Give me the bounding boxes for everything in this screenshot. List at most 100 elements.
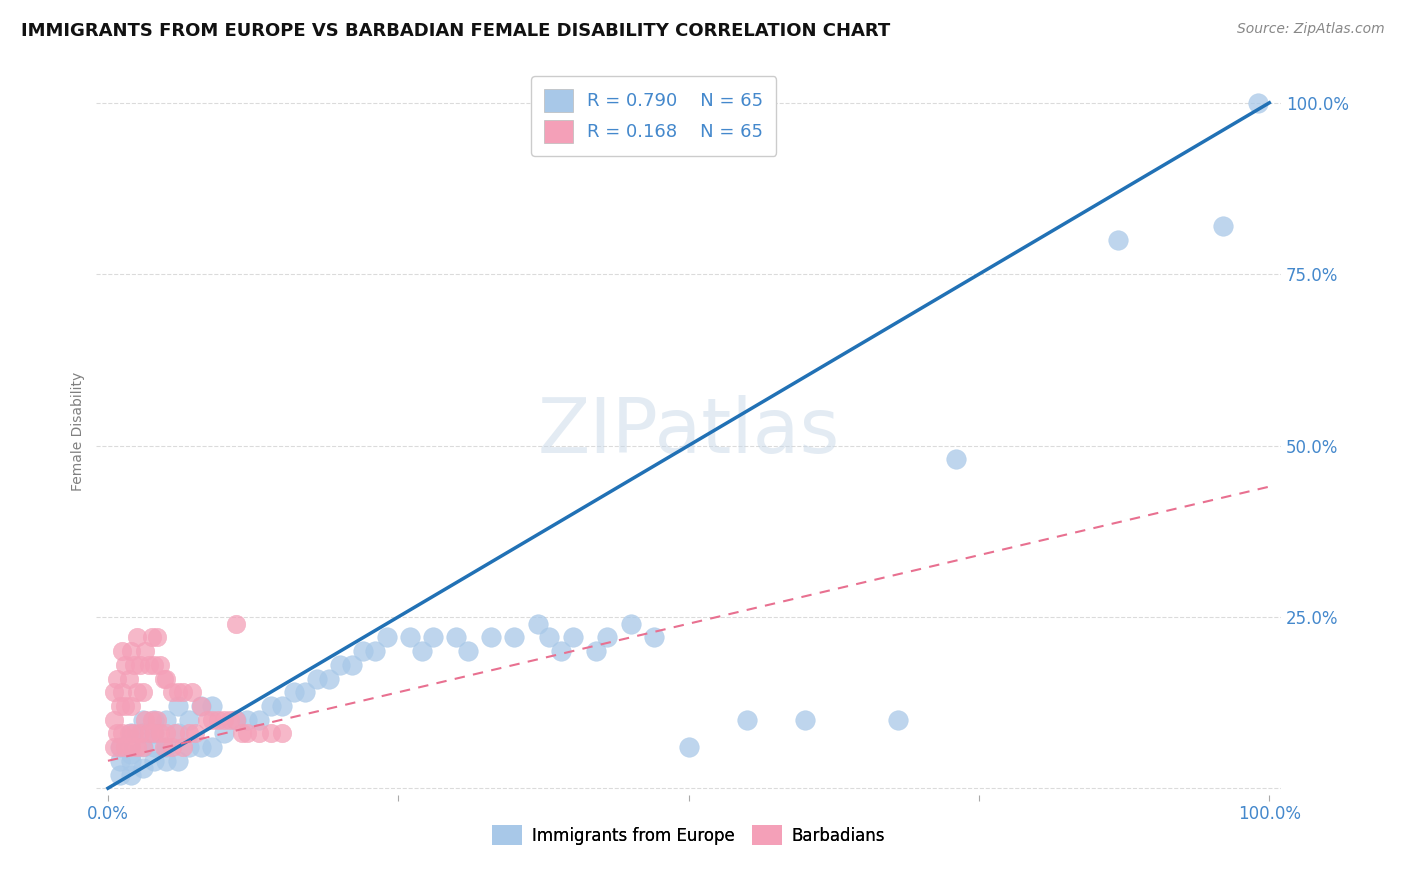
Point xyxy=(219,713,242,727)
Point xyxy=(247,713,270,727)
Point xyxy=(132,713,155,727)
Point xyxy=(114,657,136,672)
Point xyxy=(108,740,131,755)
Point xyxy=(236,726,259,740)
Y-axis label: Female Disability: Female Disability xyxy=(72,372,86,491)
Point xyxy=(201,740,224,755)
Point xyxy=(1212,219,1234,234)
Point xyxy=(259,698,281,713)
Point xyxy=(122,657,145,672)
Point xyxy=(179,713,201,727)
Point xyxy=(120,726,142,740)
Point xyxy=(134,713,156,727)
Point xyxy=(141,713,163,727)
Point xyxy=(526,616,548,631)
Point xyxy=(145,713,167,727)
Point xyxy=(271,726,294,740)
Point xyxy=(596,631,619,645)
Text: ZIPatlas: ZIPatlas xyxy=(537,395,839,469)
Point xyxy=(125,685,148,699)
Point xyxy=(179,740,201,755)
Point xyxy=(120,747,142,761)
Point xyxy=(375,631,398,645)
Point xyxy=(305,672,328,686)
Point xyxy=(247,726,270,740)
Point xyxy=(132,740,155,755)
Point xyxy=(184,726,207,740)
Point xyxy=(132,740,155,755)
Point xyxy=(160,740,183,755)
Point xyxy=(103,685,125,699)
Point xyxy=(108,740,131,755)
Point xyxy=(118,672,141,686)
Point xyxy=(446,631,468,645)
Point xyxy=(149,657,172,672)
Point xyxy=(1247,95,1270,110)
Point xyxy=(364,644,387,658)
Point xyxy=(155,672,177,686)
Point xyxy=(108,698,131,713)
Point xyxy=(190,740,212,755)
Point xyxy=(120,698,142,713)
Point xyxy=(149,726,172,740)
Point xyxy=(125,631,148,645)
Point xyxy=(318,672,340,686)
Point xyxy=(138,657,160,672)
Point xyxy=(329,657,352,672)
Point xyxy=(585,644,607,658)
Point xyxy=(166,685,188,699)
Point xyxy=(457,644,479,658)
Text: IMMIGRANTS FROM EUROPE VS BARBADIAN FEMALE DISABILITY CORRELATION CHART: IMMIGRANTS FROM EUROPE VS BARBADIAN FEMA… xyxy=(21,22,890,40)
Point xyxy=(120,754,142,768)
Point xyxy=(538,631,561,645)
Point xyxy=(353,644,375,658)
Point xyxy=(236,713,259,727)
Point xyxy=(143,657,166,672)
Point xyxy=(283,685,305,699)
Point xyxy=(550,644,572,658)
Point xyxy=(166,726,188,740)
Point xyxy=(561,631,583,645)
Point xyxy=(132,726,155,740)
Point xyxy=(155,726,177,740)
Point xyxy=(225,616,247,631)
Point xyxy=(120,767,142,781)
Point xyxy=(411,644,433,658)
Point xyxy=(118,726,141,740)
Point xyxy=(225,713,247,727)
Point xyxy=(180,685,202,699)
Point xyxy=(793,713,815,727)
Point xyxy=(122,726,145,740)
Point xyxy=(179,726,201,740)
Point xyxy=(105,726,128,740)
Point xyxy=(259,726,281,740)
Point xyxy=(195,713,218,727)
Point xyxy=(111,644,134,658)
Point xyxy=(129,657,152,672)
Point xyxy=(108,754,131,768)
Point xyxy=(166,698,188,713)
Point xyxy=(125,740,148,755)
Point xyxy=(143,726,166,740)
Point xyxy=(138,726,160,740)
Point xyxy=(111,685,134,699)
Point xyxy=(207,713,229,727)
Text: Source: ZipAtlas.com: Source: ZipAtlas.com xyxy=(1237,22,1385,37)
Point xyxy=(155,740,177,755)
Point xyxy=(201,713,224,727)
Point xyxy=(643,631,665,645)
Point xyxy=(479,631,502,645)
Point xyxy=(143,713,166,727)
Point xyxy=(152,672,174,686)
Point xyxy=(103,713,125,727)
Point xyxy=(190,698,212,713)
Point xyxy=(212,726,235,740)
Point xyxy=(201,698,224,713)
Point xyxy=(132,685,155,699)
Point xyxy=(172,740,194,755)
Point xyxy=(114,740,136,755)
Point xyxy=(886,713,908,727)
Point xyxy=(120,644,142,658)
Point xyxy=(231,726,253,740)
Point xyxy=(735,713,758,727)
